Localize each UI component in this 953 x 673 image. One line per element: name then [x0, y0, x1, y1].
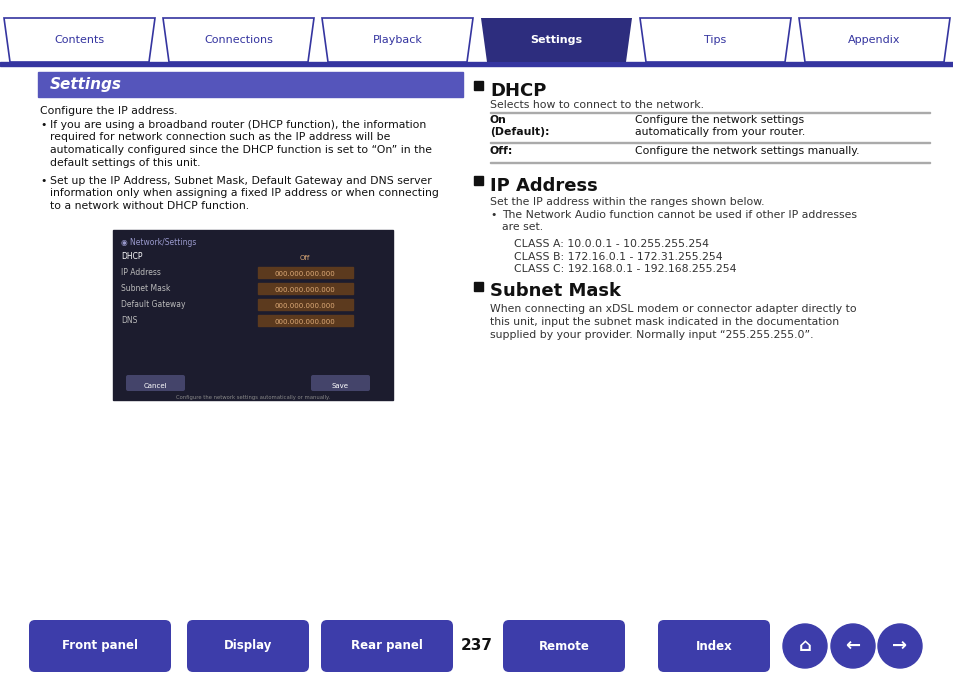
Bar	[0, 62, 953, 66]
Text: 000.000.000.000: 000.000.000.000	[274, 287, 335, 293]
Text: supplied by your provider. Normally input “255.255.255.0”.: supplied by your provider. Normally inpu…	[490, 330, 813, 339]
Bar	[474, 281, 482, 291]
Text: 000.000.000.000: 000.000.000.000	[274, 303, 335, 309]
Text: automatically configured since the DHCP function is set to “On” in the: automatically configured since the DHCP …	[50, 145, 432, 155]
Text: Index: Index	[695, 639, 732, 653]
Text: Set up the IP Address, Subnet Mask, Default Gateway and DNS server: Set up the IP Address, Subnet Mask, Defa…	[50, 176, 432, 186]
Polygon shape	[799, 18, 949, 62]
Text: When connecting an xDSL modem or connector adapter directly to: When connecting an xDSL modem or connect…	[490, 304, 856, 314]
Text: CLASS C: 192.168.0.1 - 192.168.255.254: CLASS C: 192.168.0.1 - 192.168.255.254	[514, 264, 736, 274]
Text: are set.: are set.	[501, 223, 542, 232]
Text: CLASS A: 10.0.0.1 - 10.255.255.254: CLASS A: 10.0.0.1 - 10.255.255.254	[514, 239, 708, 249]
Text: 000.000.000.000: 000.000.000.000	[274, 271, 335, 277]
Text: Contents: Contents	[54, 35, 105, 45]
Bar	[490, 142, 929, 143]
Text: (Default):: (Default):	[490, 127, 549, 137]
FancyBboxPatch shape	[311, 375, 370, 391]
Text: ⌂: ⌂	[798, 637, 811, 655]
Text: Rear panel: Rear panel	[351, 639, 422, 653]
FancyBboxPatch shape	[658, 620, 769, 672]
Bar	[257, 315, 353, 326]
Text: Settings: Settings	[530, 35, 582, 45]
Text: Front panel: Front panel	[62, 639, 138, 653]
Bar	[257, 299, 353, 310]
Text: Off:: Off:	[490, 146, 513, 156]
Text: Tips: Tips	[703, 35, 726, 45]
Text: Configure the network settings: Configure the network settings	[635, 115, 803, 125]
Text: Save: Save	[331, 383, 348, 389]
Text: DHCP: DHCP	[121, 252, 142, 261]
Bar	[490, 112, 929, 113]
Circle shape	[877, 624, 921, 668]
FancyBboxPatch shape	[29, 620, 171, 672]
Text: →: →	[891, 637, 906, 655]
Text: Connections: Connections	[204, 35, 273, 45]
Text: On: On	[490, 115, 506, 125]
Bar	[257, 267, 353, 278]
Polygon shape	[639, 18, 790, 62]
Text: default settings of this unit.: default settings of this unit.	[50, 157, 200, 168]
Text: ◉ Network/Settings: ◉ Network/Settings	[121, 238, 196, 247]
Polygon shape	[163, 18, 314, 62]
Polygon shape	[4, 18, 154, 62]
Text: Set the IP address within the ranges shown below.: Set the IP address within the ranges sho…	[490, 197, 763, 207]
Bar	[490, 162, 929, 163]
Text: 237: 237	[460, 639, 493, 653]
Text: information only when assigning a fixed IP address or when connecting: information only when assigning a fixed …	[50, 188, 438, 199]
Text: IP Address: IP Address	[490, 177, 598, 195]
Circle shape	[782, 624, 826, 668]
Text: Settings: Settings	[50, 77, 122, 92]
Bar	[38, 72, 462, 97]
Text: DNS: DNS	[121, 316, 137, 325]
Bar	[474, 176, 482, 185]
Polygon shape	[480, 18, 631, 62]
FancyBboxPatch shape	[320, 620, 453, 672]
Text: required for network connection such as the IP address will be: required for network connection such as …	[50, 133, 390, 143]
Bar	[112, 230, 393, 400]
Polygon shape	[322, 18, 473, 62]
Text: Selects how to connect to the network.: Selects how to connect to the network.	[490, 100, 703, 110]
Text: Subnet Mask: Subnet Mask	[121, 284, 171, 293]
Text: If you are using a broadband router (DHCP function), the information: If you are using a broadband router (DHC…	[50, 120, 426, 130]
Text: Default Gateway: Default Gateway	[121, 300, 185, 309]
Circle shape	[830, 624, 874, 668]
Text: Playback: Playback	[373, 35, 422, 45]
Text: Off: Off	[299, 255, 310, 261]
Text: 000.000.000.000: 000.000.000.000	[274, 319, 335, 325]
Text: •: •	[40, 176, 47, 186]
Text: to a network without DHCP function.: to a network without DHCP function.	[50, 201, 249, 211]
Text: Display: Display	[224, 639, 272, 653]
Text: this unit, input the subnet mask indicated in the documentation: this unit, input the subnet mask indicat…	[490, 317, 839, 327]
Text: Configure the network settings manually.: Configure the network settings manually.	[635, 146, 859, 156]
Text: Appendix: Appendix	[847, 35, 900, 45]
FancyBboxPatch shape	[187, 620, 309, 672]
Text: •: •	[490, 210, 496, 220]
FancyBboxPatch shape	[502, 620, 624, 672]
Text: Cancel: Cancel	[143, 383, 167, 389]
Text: automatically from your router.: automatically from your router.	[635, 127, 804, 137]
Text: Configure the network settings automatically or manually.: Configure the network settings automatic…	[175, 395, 330, 400]
Text: CLASS B: 172.16.0.1 - 172.31.255.254: CLASS B: 172.16.0.1 - 172.31.255.254	[514, 252, 721, 262]
FancyBboxPatch shape	[126, 375, 185, 391]
Text: Configure the IP address.: Configure the IP address.	[40, 106, 177, 116]
Text: The Network Audio function cannot be used if other IP addresses: The Network Audio function cannot be use…	[501, 210, 856, 220]
Text: IP Address: IP Address	[121, 268, 161, 277]
Text: Remote: Remote	[538, 639, 589, 653]
Bar	[257, 283, 353, 294]
Text: ←: ←	[844, 637, 860, 655]
Text: •: •	[40, 120, 47, 130]
Bar	[474, 81, 482, 90]
Text: Subnet Mask: Subnet Mask	[490, 283, 620, 301]
Text: DHCP: DHCP	[490, 82, 546, 100]
